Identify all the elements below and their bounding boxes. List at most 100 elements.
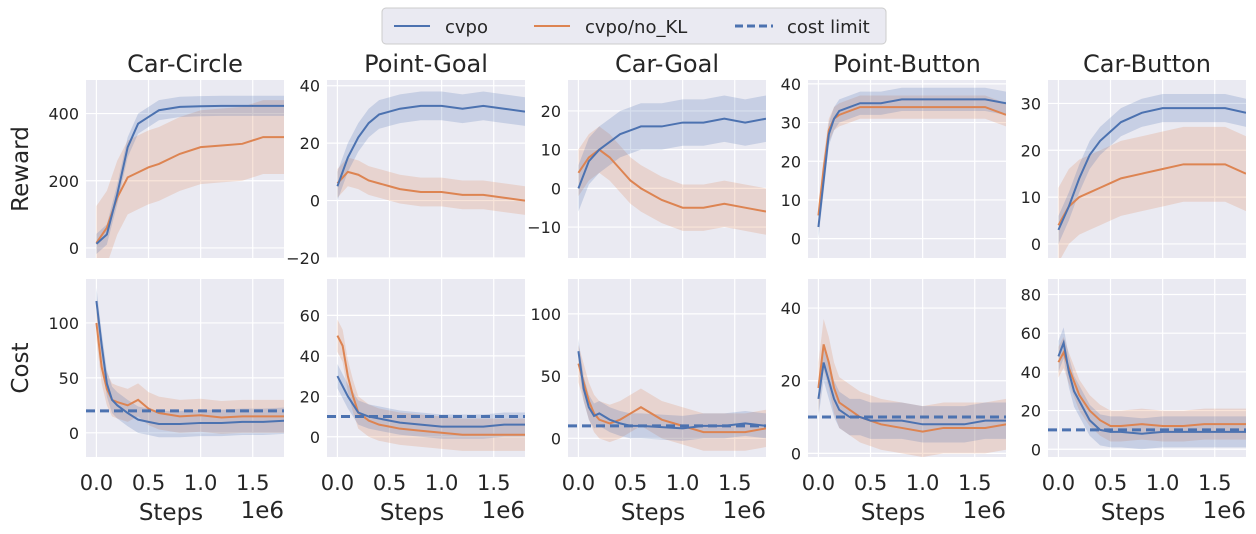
line-no-kl	[1057, 350, 1246, 428]
subplot-reward-4: 0 10 20 30 40 Point-Button	[781, 50, 1006, 258]
y-tick-label: 10	[1021, 188, 1041, 207]
band-cvpo	[337, 91, 525, 201]
x-tick-label: 1.0	[666, 471, 699, 495]
x-axis-offset-label: 1e6	[1203, 498, 1246, 524]
line-no-kl	[336, 335, 525, 436]
subplot-cost-3: 0 50 100 0.0 0.5 1.0 1.5 Steps 1e6	[530, 279, 766, 526]
line-cvpo	[1057, 339, 1246, 435]
band-cvpo	[1058, 327, 1246, 450]
x-tick-label: 0.5	[1094, 471, 1127, 495]
line-no-kl	[817, 106, 1006, 216]
x-tick-label: 1.5	[1198, 471, 1231, 495]
x-axis-label: Steps	[1101, 500, 1165, 526]
y-tick-label: 200	[48, 172, 79, 191]
band-no-kl	[1058, 337, 1246, 442]
y-tick-label: 20	[541, 102, 561, 121]
line-cvpo	[336, 375, 525, 428]
y-axis-label: Reward	[8, 126, 34, 212]
band-no-kl	[96, 306, 284, 434]
legend-label-no-kl: cvpo/no_KL	[585, 17, 687, 38]
subplot-reward-1: 0 200 400 Car-Circle Reward	[8, 50, 284, 258]
y-tick-label: 30	[1021, 94, 1041, 113]
plot-area	[568, 80, 766, 258]
x-tick-label: 1.0	[425, 471, 458, 495]
y-tick-label: 0	[791, 230, 801, 249]
x-tick-label: 1.0	[1146, 471, 1179, 495]
plot-area	[86, 279, 284, 457]
x-tick-label: 1.0	[184, 471, 217, 495]
line-no-kl	[577, 363, 766, 434]
band-cvpo	[578, 95, 766, 212]
x-tick-label: 0.5	[132, 471, 165, 495]
x-tick-label: 1.5	[236, 471, 269, 495]
y-tick-label: 10	[781, 191, 801, 210]
x-tick-label: 0.5	[373, 471, 406, 495]
subplot-title: Car-Button	[1083, 50, 1211, 78]
plot-area	[327, 80, 525, 258]
plot-area	[327, 279, 525, 457]
subplot-reward-2: −20 0 20 40 Point-Goal	[286, 50, 525, 268]
x-tick-label: 0.0	[1042, 471, 1075, 495]
y-tick-label: 20	[300, 134, 320, 153]
y-tick-label: 60	[1021, 324, 1041, 343]
legend-label-cost-limit: cost limit	[787, 17, 870, 38]
band-cvpo	[818, 87, 1006, 239]
y-tick-label: 0	[1031, 235, 1041, 254]
subplot-title: Car-Goal	[615, 50, 719, 78]
x-tick-label: 0.5	[614, 471, 647, 495]
series-layer	[577, 95, 766, 235]
band-no-kl	[818, 318, 1006, 457]
y-tick-label: 20	[300, 387, 320, 406]
band-no-kl	[337, 157, 525, 215]
band-cvpo	[578, 338, 766, 441]
x-axis-label: Steps	[139, 500, 203, 526]
plot-area	[1048, 279, 1246, 457]
line-no-kl	[336, 170, 525, 202]
x-tick-label: 1.5	[718, 471, 751, 495]
series-layer	[95, 95, 284, 258]
line-cvpo	[95, 300, 284, 426]
y-tick-label: 400	[48, 105, 79, 124]
x-axis-label: Steps	[861, 500, 925, 526]
band-no-kl	[578, 126, 766, 235]
x-tick-label: 0.0	[802, 471, 835, 495]
line-cvpo	[336, 104, 525, 187]
y-tick-label: 0	[69, 239, 79, 258]
y-tick-label: 0	[551, 179, 561, 198]
x-tick-label: 0.0	[321, 471, 354, 495]
subplot-cost-4: 0 20 40 0.0 0.5 1.0 1.5 Steps 1e6	[781, 279, 1006, 526]
y-tick-label: 20	[1021, 141, 1041, 160]
subplot-cost-2: 0 20 40 60 0.0 0.5 1.0 1.5 Steps 1e6	[300, 279, 525, 526]
y-tick-label: 0	[310, 192, 320, 211]
y-tick-label: 40	[781, 75, 801, 94]
series-layer	[327, 319, 525, 451]
band-cvpo	[1058, 94, 1246, 244]
subplot-reward-3: −10 0 10 20 Car-Goal	[527, 50, 766, 258]
y-axis-label: Cost	[8, 342, 34, 393]
y-tick-label: 20	[781, 372, 801, 391]
series-layer	[1048, 327, 1246, 450]
subplot-title: Point-Button	[833, 50, 981, 78]
x-tick-label: 0.0	[562, 471, 595, 495]
y-tick-label: 40	[300, 347, 320, 366]
x-tick-label: 1.5	[477, 471, 510, 495]
x-tick-label: 1.0	[906, 471, 939, 495]
y-tick-label: 40	[300, 77, 320, 96]
subplot-cost-1: 0 50 100 Cost 0.0 0.5 1.0 1.5 Steps 1e6	[8, 279, 284, 526]
series-layer	[568, 338, 766, 451]
y-tick-label: 60	[300, 306, 320, 325]
line-cvpo	[817, 98, 1006, 228]
y-tick-label: 20	[1021, 402, 1041, 421]
subplot-reward-5: 0 10 20 30 Car-Button	[1021, 50, 1246, 258]
y-tick-label: 0	[310, 428, 320, 447]
x-tick-label: 0.0	[80, 471, 113, 495]
y-tick-label: −10	[527, 218, 561, 237]
line-cvpo	[1057, 107, 1246, 231]
y-tick-label: 100	[48, 314, 79, 333]
band-no-kl	[337, 319, 525, 451]
y-tick-label: 0	[791, 444, 801, 463]
series-layer	[808, 318, 1006, 457]
series-layer	[86, 287, 284, 438]
x-axis-label: Steps	[380, 500, 444, 526]
legend-label-cvpo: cvpo	[445, 17, 488, 38]
